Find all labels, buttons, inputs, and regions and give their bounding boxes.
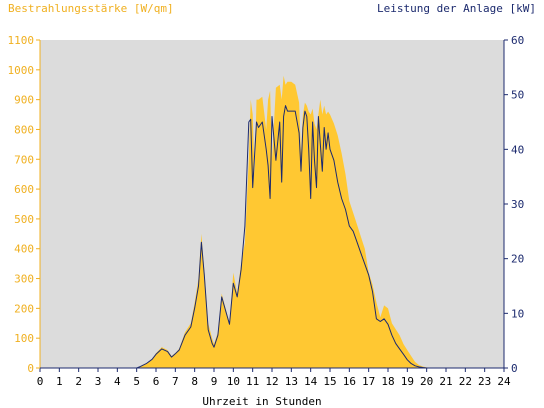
x-tick-label: 18 — [381, 375, 394, 388]
right-tick-label: 10 — [511, 307, 524, 320]
ticks-layer: 0 1 2 3 4 5 6 7 8 9 10 11 12 13 14 15 16 17 18 19 20 21 22 23 24… — [8, 34, 525, 388]
x-tick-label: 6 — [153, 375, 160, 388]
x-tick-label: 19 — [401, 375, 414, 388]
series-irradiance-area — [40, 75, 504, 369]
left-tick-label: 600 — [14, 183, 34, 196]
left-tick-label: 500 — [14, 213, 34, 226]
x-tick-label: 3 — [95, 375, 102, 388]
right-tick-label: 20 — [511, 253, 524, 266]
left-axis-title: Bestrahlungsstärke [W/qm] — [8, 2, 174, 15]
right-tick-label: 30 — [511, 198, 524, 211]
left-tick-label: 300 — [14, 273, 34, 286]
left-tick-label: 900 — [14, 94, 34, 107]
x-tick-label: 11 — [246, 375, 259, 388]
right-tick-label: 60 — [511, 34, 524, 47]
right-axis-title: Leistung der Anlage [kW] — [377, 2, 536, 15]
left-tick-label: 700 — [14, 153, 34, 166]
x-tick-label: 8 — [191, 375, 198, 388]
left-tick-label: 0 — [27, 362, 34, 375]
right-tick-label: 50 — [511, 89, 524, 102]
left-tick-label: 1000 — [8, 64, 35, 77]
x-tick-label: 10 — [227, 375, 240, 388]
x-tick-label: 21 — [439, 375, 452, 388]
x-tick-label: 5 — [133, 375, 140, 388]
x-tick-label: 7 — [172, 375, 179, 388]
right-tick-label: 0 — [511, 362, 518, 375]
x-tick-label: 24 — [497, 375, 511, 388]
left-tick-label: 1100 — [8, 34, 35, 47]
x-tick-label: 16 — [343, 375, 356, 388]
x-tick-label: 14 — [304, 375, 318, 388]
x-tick-label: 2 — [75, 375, 82, 388]
x-tick-label: 9 — [211, 375, 218, 388]
left-tick-label: 100 — [14, 332, 34, 345]
x-tick-label: 23 — [478, 375, 491, 388]
left-tick-label: 400 — [14, 243, 34, 256]
series-power-line — [40, 105, 504, 369]
x-tick-label: 4 — [114, 375, 121, 388]
x-tick-label: 12 — [265, 375, 278, 388]
x-tick-label: 1 — [56, 375, 63, 388]
x-tick-label: 15 — [323, 375, 336, 388]
series-layer — [40, 75, 504, 369]
x-tick-label: 0 — [37, 375, 44, 388]
left-tick-label: 800 — [14, 123, 34, 136]
x-tick-label: 13 — [285, 375, 298, 388]
x-axis-title: Uhrzeit in Stunden — [202, 395, 321, 408]
left-tick-label: 200 — [14, 302, 34, 315]
x-tick-label: 20 — [420, 375, 433, 388]
x-tick-label: 22 — [459, 375, 472, 388]
right-tick-label: 40 — [511, 143, 524, 156]
x-tick-label: 17 — [362, 375, 375, 388]
